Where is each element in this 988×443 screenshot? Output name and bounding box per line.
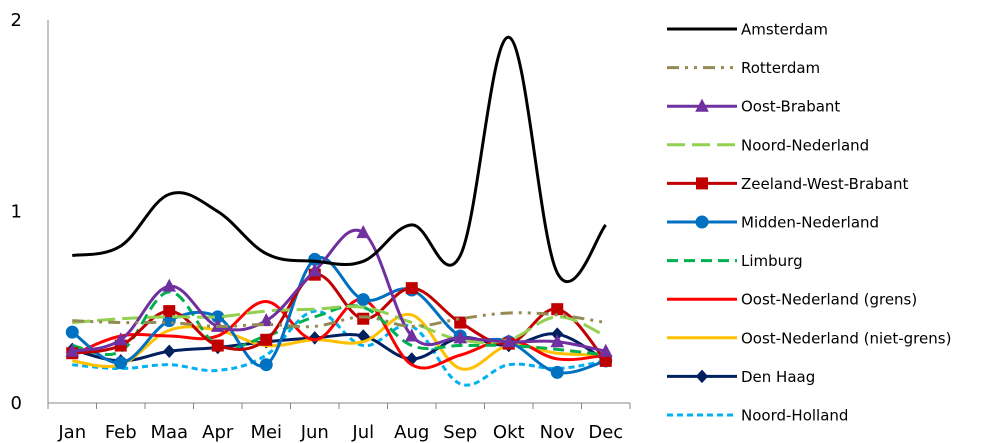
data-point (162, 278, 177, 292)
data-point (259, 313, 274, 327)
legend-item: Rotterdam (667, 59, 820, 77)
data-point (599, 354, 612, 367)
data-point (113, 332, 128, 346)
series-line (72, 309, 606, 387)
legend-marker (695, 369, 709, 384)
legend-marker (695, 98, 709, 112)
data-point (65, 343, 80, 357)
data-point (405, 282, 418, 295)
data-point (65, 325, 79, 339)
legend-label: Rotterdam (741, 59, 820, 77)
legend-item: Limburg (667, 252, 803, 270)
y-axis-ticks: 0 1 2 (11, 10, 22, 414)
series-noord-holland (72, 309, 606, 387)
data-point (454, 316, 467, 329)
data-point (307, 263, 322, 277)
x-tick-label: Maa (150, 422, 188, 443)
legend-item: Zeeland-West-Brabant (667, 175, 909, 193)
series-rotterdam (72, 311, 606, 329)
legend-marker (696, 177, 708, 190)
data-point (598, 343, 613, 357)
legend-label: Limburg (741, 252, 803, 270)
data-point (356, 293, 370, 307)
legend: Amsterdam Rotterdam Oost-Brabant Noord-Nede… (667, 21, 951, 425)
data-point (550, 365, 564, 379)
x-tick-label: Okt (493, 422, 525, 443)
data-point (260, 333, 273, 346)
legend-item: Midden-Nederland (667, 214, 879, 232)
y-tick-label: 0 (11, 393, 22, 414)
x-tick-label: Mei (250, 422, 282, 443)
legend-label: Zeeland-West-Brabant (741, 175, 909, 193)
legend-item: Oost-Nederland (grens) (667, 291, 917, 309)
series-group (65, 35, 613, 387)
data-point (163, 305, 176, 318)
legend-item: Amsterdam (667, 21, 828, 39)
legend-label: Noord-Nederland (741, 136, 869, 154)
series-line (72, 311, 606, 329)
data-point (551, 303, 564, 316)
data-point (453, 330, 468, 344)
legend-marker (695, 215, 709, 229)
series-oost-brabant (65, 224, 613, 357)
legend-label: Amsterdam (741, 21, 828, 39)
legend-label: Midden-Nederland (741, 214, 879, 232)
x-tick-label: Dec (588, 422, 623, 443)
data-point (259, 358, 273, 372)
data-point (404, 328, 419, 342)
x-tick-label: Jun (300, 422, 329, 443)
data-point (501, 334, 516, 348)
data-point (550, 334, 565, 348)
x-tick-label: Nov (540, 422, 575, 443)
data-point (356, 224, 371, 239)
data-point (357, 312, 370, 325)
legend-label: Noord-Holland (741, 407, 848, 425)
x-tick-label: Jul (351, 422, 374, 443)
y-tick-label: 1 (11, 202, 22, 223)
legend-label: Oost-Nederland (niet-grens) (741, 329, 951, 347)
data-point (163, 344, 176, 359)
series-line (71, 35, 607, 284)
x-tick-label: Aug (394, 422, 429, 443)
x-tick-label: Feb (105, 422, 137, 443)
legend-item: Noord-Holland (667, 407, 848, 425)
legend-label: Oost-Brabant (741, 98, 840, 116)
data-point (114, 356, 128, 370)
legend-label: Oost-Nederland (grens) (741, 291, 917, 309)
x-tick-label: Sep (443, 422, 477, 443)
x-tick-label: Apr (202, 422, 234, 443)
data-point (211, 339, 224, 352)
series-line (72, 304, 607, 345)
series-noord-nederland (72, 304, 607, 345)
legend-item: Oost-Brabant (667, 98, 840, 116)
legend-item: Noord-Nederland (667, 136, 869, 154)
legend-label: Den Haag (741, 368, 815, 386)
y-tick-label: 2 (11, 10, 22, 31)
legend-item: Den Haag (667, 368, 815, 386)
x-tick-label: Jan (57, 422, 86, 443)
x-axis-ticks: Jan Feb Maa Apr Mei Jun Jul Aug Sep Okt Nov Dec (47, 403, 631, 443)
series-amsterdam (71, 35, 607, 284)
legend-item: Oost-Nederland (niet-grens) (667, 329, 951, 347)
